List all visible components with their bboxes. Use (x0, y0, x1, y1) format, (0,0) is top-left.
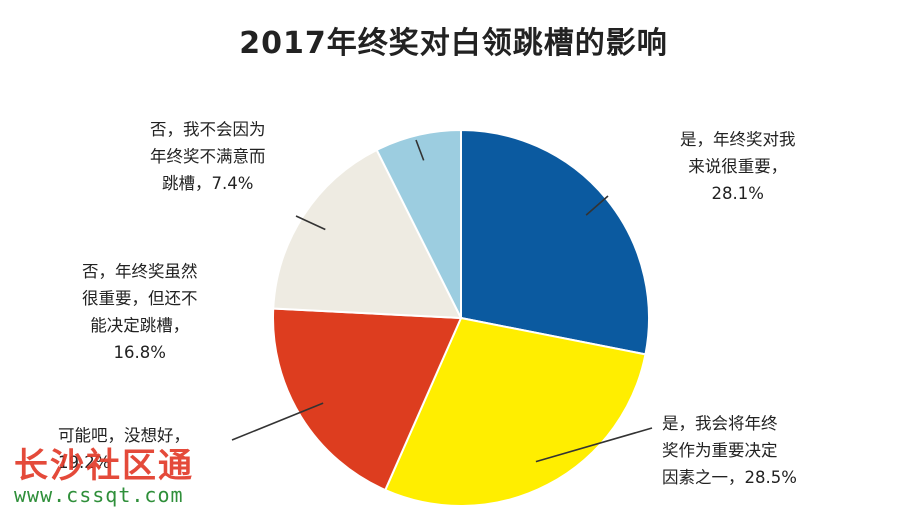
slice-label-line: 来说很重要， (688, 157, 788, 176)
leader-line (231, 402, 324, 441)
watermark-url: www.cssqt.com (14, 483, 184, 507)
slice-label-line: 28.1% (711, 184, 764, 203)
slice-label-line: 16.8% (113, 343, 166, 362)
slice-label-undecided: 可能吧，没想好， 19.2% (58, 422, 190, 476)
slice-label-line: 是，我会将年终 (662, 414, 778, 433)
slice-label-line: 是，年终奖对我 (680, 130, 796, 149)
watermark-name: 长沙社区通 (14, 446, 194, 486)
slice-important-but-not-decisive (272, 148, 463, 320)
slice-label-line: 年终奖不满意而 (150, 147, 266, 166)
slice-label-line: 很重要，但还不 (82, 289, 198, 308)
slice-label-line: 因素之一，28.5% (662, 468, 797, 487)
slice-label-important-but-not-decisive: 否，年终奖虽然 很重要，但还不 能决定跳槽， 16.8% (82, 258, 198, 366)
leader-line (585, 195, 609, 216)
leader-lines (231, 139, 653, 463)
pie-slices (272, 128, 650, 507)
slice-label-line: 跳槽，7.4% (162, 174, 254, 193)
slice-undecided (272, 307, 463, 492)
leader-line (535, 427, 653, 463)
slice-label-line: 奖作为重要决定 (662, 441, 778, 460)
slice-label-line: 能决定跳槽， (90, 316, 190, 335)
leader-line (415, 139, 425, 161)
slice-label-line: 19.2% (58, 453, 111, 472)
slice-label-key-factor: 是，我会将年终 奖作为重要决定 因素之一，28.5% (662, 410, 797, 491)
slice-key-factor (383, 316, 647, 507)
slice-label-line: 可能吧，没想好， (58, 426, 190, 445)
watermark-logo: 长沙社区通 www.cssqt.com (14, 438, 194, 507)
leader-line (295, 215, 326, 231)
slice-label-no-job-change: 否，我不会因为 年终奖不满意而 跳槽，7.4% (150, 116, 266, 197)
slice-label-line: 否，年终奖虽然 (82, 262, 198, 281)
slice-important (460, 128, 650, 356)
slice-label-line: 否，我不会因为 (150, 120, 266, 139)
slice-label-important: 是，年终奖对我 来说很重要， 28.1% (680, 126, 796, 207)
chart-title: 2017年终奖对白领跳槽的影响 (239, 26, 668, 61)
slice-no-job-change (375, 128, 462, 319)
